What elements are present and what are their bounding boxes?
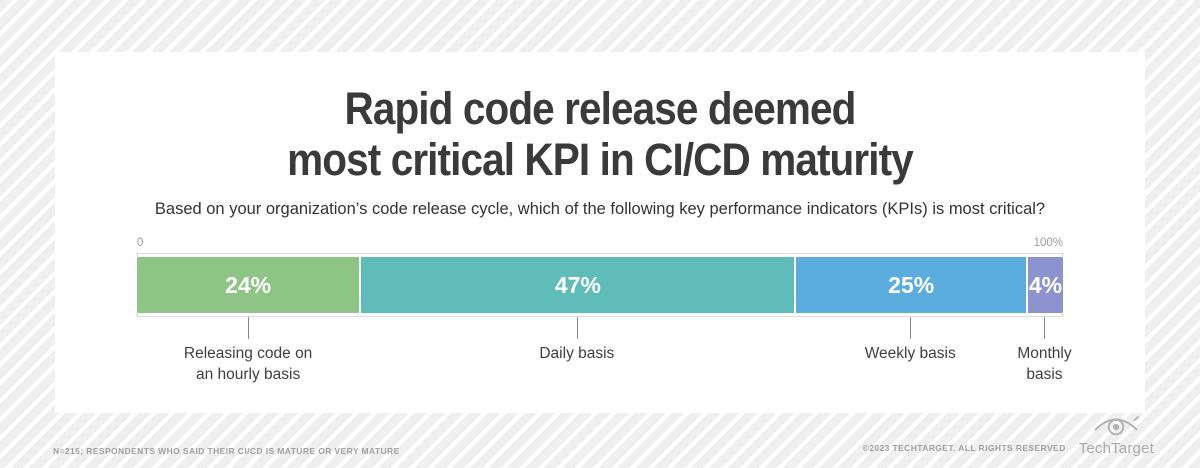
category-labels: Releasing code on an hourly basis Daily … (137, 317, 1072, 403)
category-label-hourly: Releasing code on an hourly basis (183, 345, 313, 384)
chart-subtitle: Based on your organization’s code releas… (154, 199, 1046, 218)
bar-segment-value: 24% (225, 271, 272, 298)
techtarget-eye-icon (1092, 414, 1140, 441)
techtarget-logo-text: TechTarget (1078, 440, 1154, 457)
leader-line (1044, 317, 1046, 340)
category-label-daily: Daily basis (539, 345, 615, 363)
bar-segment-daily: 47% (359, 257, 795, 314)
footer: N=215; RESPONDENTS WHO SAID THEIR CI/CD … (0, 415, 1200, 462)
leader-line (248, 317, 250, 340)
leader-line (910, 317, 912, 340)
bar-segment-monthly: 4% (1025, 257, 1063, 314)
survey-note: N=215; RESPONDENTS WHO SAID THEIR CI/CD … (53, 446, 400, 456)
bar-segment-value: 47% (554, 271, 601, 298)
bar-segment-hourly: 24% (137, 257, 360, 314)
chart-title: Rapid code release deemed most critical … (110, 83, 1091, 186)
bar-segment-weekly: 25% (794, 257, 1026, 314)
axis-labels: 0 100% (137, 235, 1063, 249)
leader-line (576, 317, 578, 340)
axis-top-rule (137, 253, 1063, 259)
bar-segment-value: 4% (1028, 271, 1063, 298)
category-label-weekly: Weekly basis (864, 345, 956, 363)
stacked-bar: 24% 47% 25% 4% (137, 257, 1063, 314)
axis-bottom-rule (137, 312, 1063, 318)
chart-title-line2: most critical KPI in CI/CD maturity (287, 133, 914, 185)
brand-area: ©2023 TECHTARGET. ALL RIGHTS RESERVED Te… (863, 414, 1154, 456)
category-label-monthly: Monthly basis (1017, 345, 1072, 384)
axis-min-label: 0 (137, 237, 144, 250)
chart-title-line1: Rapid code release deemed (344, 83, 856, 134)
copyright-text: ©2023 TECHTARGET. ALL RIGHTS RESERVED (862, 443, 1066, 453)
axis-max-label: 100% (1033, 237, 1063, 250)
stacked-bar-chart: 0 100% 24% 47% 25% 4% Releasing code on … (137, 235, 1072, 403)
techtarget-logo: TechTarget (1079, 414, 1154, 456)
chart-card: Rapid code release deemed most critical … (55, 52, 1145, 413)
bar-segment-value: 25% (888, 271, 935, 298)
